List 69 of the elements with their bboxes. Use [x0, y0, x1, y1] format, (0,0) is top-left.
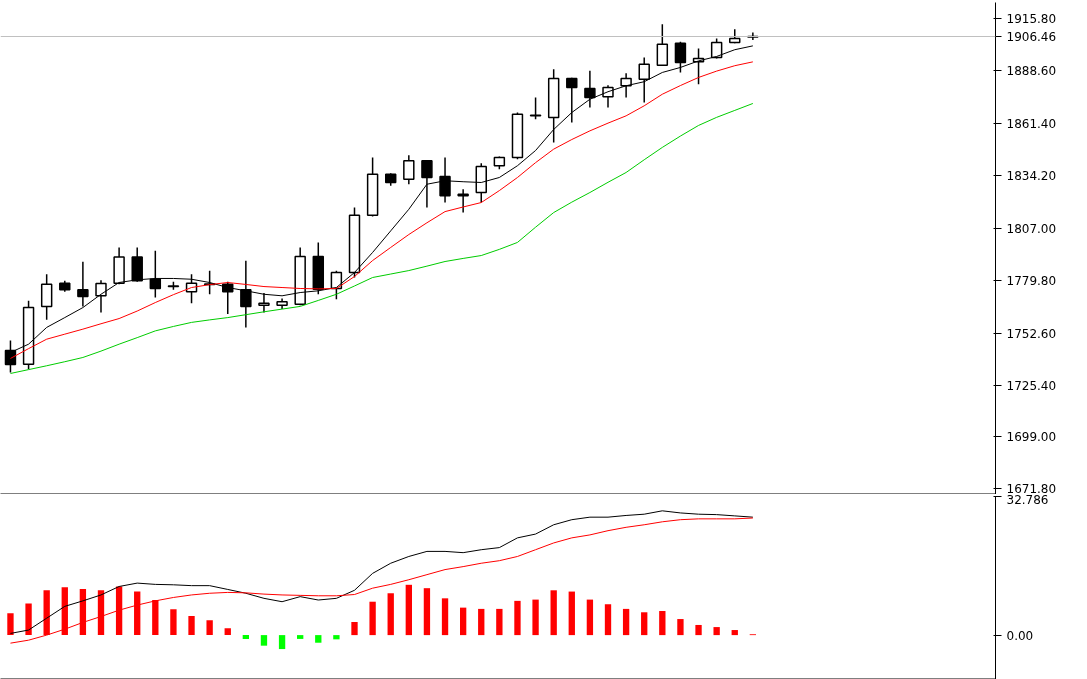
- candlestick: [403, 154, 415, 185]
- y-tick-label: 1861.40: [1006, 116, 1057, 131]
- bar: [641, 612, 648, 636]
- candlestick: [620, 72, 632, 99]
- ref-line-label: 1906.46: [1006, 29, 1057, 44]
- bar: [333, 635, 340, 640]
- candlestick: [258, 292, 270, 314]
- candlestick: [131, 246, 143, 283]
- y-tick-label: 1725.40: [1006, 378, 1057, 393]
- y-tick-label: 1834.20: [1006, 169, 1057, 184]
- bar: [423, 588, 431, 636]
- bar: [152, 600, 159, 636]
- candlestick: [656, 23, 669, 67]
- y-tick-label: 1807.00: [1006, 221, 1057, 236]
- bar: [622, 608, 630, 636]
- candlestick: [421, 159, 433, 209]
- candlestick: [77, 260, 89, 308]
- candlestick: [529, 96, 542, 121]
- candlestick: [40, 273, 53, 321]
- candlestick: [439, 156, 451, 204]
- bar: [496, 608, 503, 636]
- bar: [242, 635, 250, 639]
- bar: [260, 635, 268, 646]
- bar: [387, 593, 394, 636]
- y-tick-label: 1888.60: [1006, 64, 1057, 79]
- candlestick: [95, 279, 107, 314]
- bar: [315, 635, 322, 643]
- bar: [459, 607, 467, 636]
- line-series: [9, 102, 754, 374]
- bar: [351, 622, 358, 636]
- y-tick-label: 1752.60: [1006, 326, 1057, 341]
- candlestick: [149, 249, 162, 299]
- bar: [297, 635, 304, 639]
- y-tick-label: 32.786: [1006, 492, 1049, 507]
- bar: [115, 586, 123, 636]
- y-tick-label: 1699.00: [1006, 429, 1057, 444]
- bar: [369, 601, 376, 636]
- bar: [604, 604, 612, 636]
- candlestick: [638, 56, 650, 104]
- y-tick-label: 1779.80: [1006, 274, 1057, 289]
- bar: [713, 627, 720, 636]
- bar: [677, 619, 684, 636]
- candlestick: [566, 77, 578, 124]
- bar: [97, 590, 105, 636]
- bar: [586, 599, 594, 636]
- bar: [514, 600, 521, 636]
- candlestick: [457, 188, 469, 214]
- bar: [206, 620, 213, 636]
- bar: [134, 591, 141, 636]
- y-tick-label: 0.00: [1006, 628, 1034, 643]
- bar: [43, 590, 50, 636]
- bar: [25, 603, 32, 636]
- bar: [568, 591, 575, 636]
- bar: [405, 584, 412, 636]
- bar: [224, 628, 231, 636]
- bar: [170, 609, 177, 636]
- bar: [550, 590, 557, 636]
- candlestick: [584, 69, 596, 109]
- bar: [441, 598, 449, 636]
- bar: [7, 613, 14, 636]
- bar: [659, 611, 666, 636]
- bar: [532, 599, 539, 636]
- candlestick: [240, 259, 252, 329]
- y-tick-label: 1915.80: [1006, 12, 1057, 26]
- bar: [731, 630, 738, 636]
- bar: [695, 624, 702, 636]
- bar: [188, 616, 195, 636]
- bar: [478, 608, 485, 636]
- bar: [278, 635, 286, 650]
